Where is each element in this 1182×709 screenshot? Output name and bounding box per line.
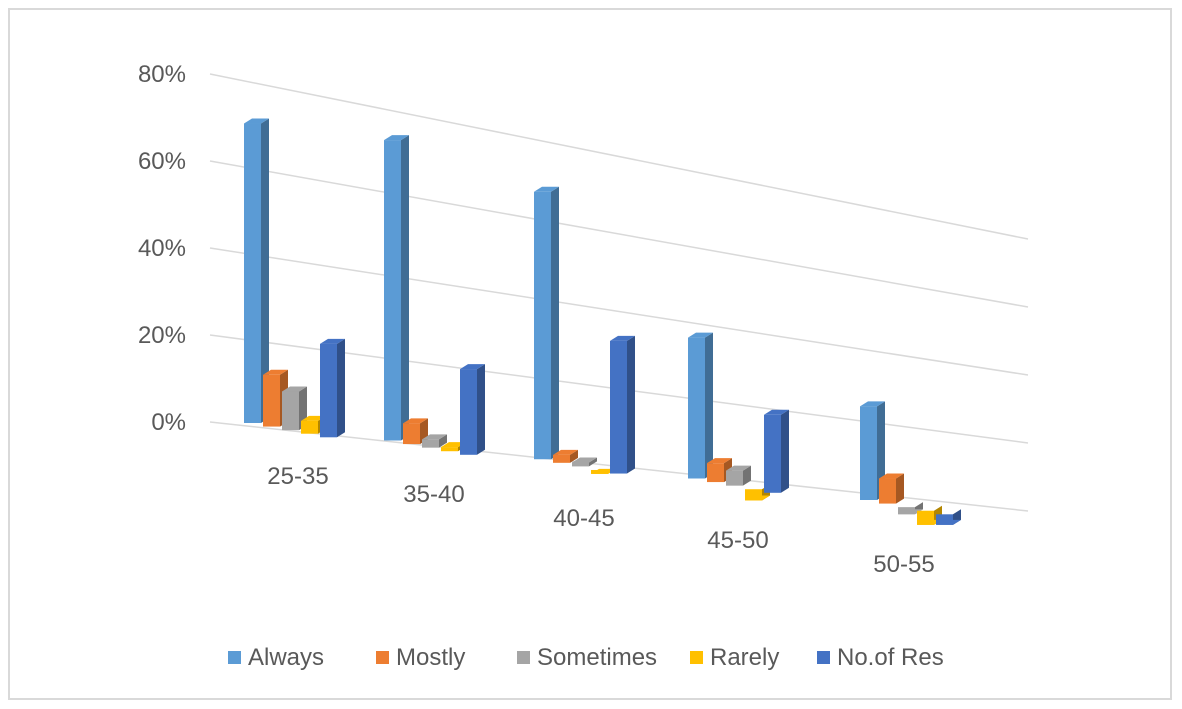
- gridline: [209, 73, 1029, 240]
- bar-sometimes: [726, 465, 751, 486]
- legend-swatch: [817, 651, 830, 664]
- bar-always: [688, 332, 713, 479]
- bar-always: [384, 135, 409, 441]
- legend-label: No.of Res: [837, 644, 944, 671]
- bar-always: [534, 186, 559, 460]
- bar-no-of-res: [320, 338, 345, 438]
- x-axis-categories: 25-35 35-40 40-45 45-50 50-55: [267, 463, 934, 578]
- legend-swatch: [376, 651, 389, 664]
- gridline: [209, 247, 1029, 376]
- legend-label: Always: [248, 644, 324, 671]
- y-tick-label: 80%: [138, 61, 186, 88]
- legend-item: Rarely: [690, 644, 779, 671]
- legend-swatch: [690, 651, 703, 664]
- legend-item: No.of Res: [817, 644, 944, 671]
- bar-mostly: [879, 473, 904, 504]
- bar-no-of-res: [460, 364, 485, 455]
- category-label: 35-40: [403, 481, 464, 508]
- legend-swatch: [517, 651, 530, 664]
- chart-frame: [8, 8, 1172, 700]
- bar-sometimes: [282, 386, 307, 431]
- bar-always: [860, 401, 885, 500]
- legend-item: Mostly: [376, 644, 465, 671]
- y-tick-label: 60%: [138, 148, 186, 175]
- category-label: 45-50: [707, 527, 768, 554]
- bar-mostly: [403, 418, 428, 445]
- legend-label: Mostly: [396, 644, 465, 671]
- y-tick-label: 40%: [138, 235, 186, 262]
- legend-item: Always: [228, 644, 324, 671]
- category-label: 25-35: [267, 463, 328, 490]
- bars: [244, 118, 961, 525]
- legend-label: Sometimes: [537, 644, 657, 671]
- bar-always: [244, 118, 269, 424]
- bar-sometimes: [422, 434, 447, 448]
- legend: Always Mostly Sometimes Rarely No.of Res: [228, 644, 944, 671]
- category-label: 40-45: [553, 505, 614, 532]
- bar-no-of-res: [764, 409, 789, 493]
- bar-mostly: [553, 449, 578, 463]
- bar-sometimes: [572, 457, 597, 467]
- gridline: [209, 160, 1029, 308]
- legend-label: Rarely: [710, 644, 779, 671]
- category-label: 50-55: [873, 551, 934, 578]
- legend-item: Sometimes: [517, 644, 657, 671]
- bar-no-of-res: [936, 509, 961, 525]
- y-tick-label: 0%: [151, 409, 186, 436]
- y-axis-ticks: 0% 20% 40% 60% 80%: [138, 61, 186, 436]
- legend-swatch: [228, 651, 241, 664]
- y-tick-label: 20%: [138, 322, 186, 349]
- bar-no-of-res: [610, 335, 635, 474]
